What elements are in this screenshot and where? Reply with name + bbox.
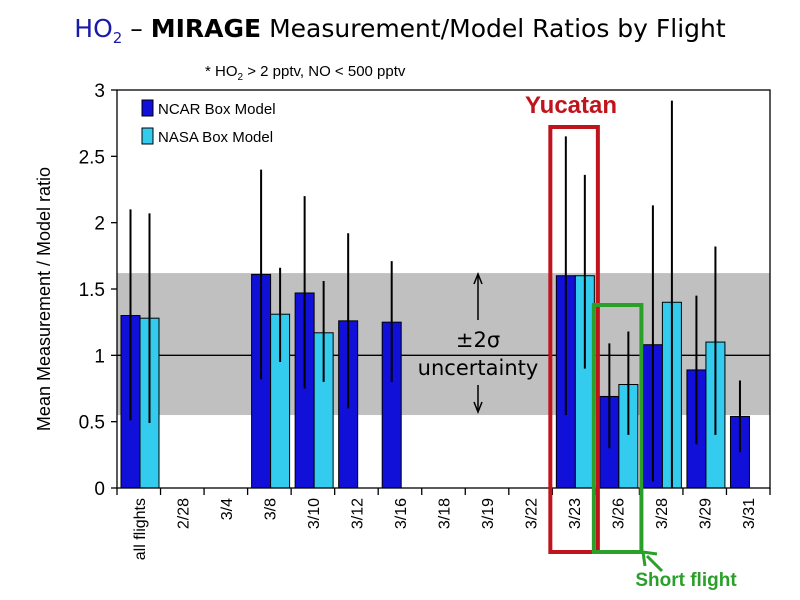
x-axis: all flights 2/28 3/4 3/8 3/10 3/12 3/16 3/18 3/1…	[116, 488, 771, 560]
short-flight-label: Short flight	[635, 570, 737, 591]
title-dash: –	[122, 14, 151, 43]
x-tick-label: 3/23	[567, 498, 584, 529]
x-tick-label: 3/29	[698, 498, 715, 529]
x-tick-label: 3/4	[219, 498, 236, 520]
subtitle-rest: > 2 pptv, NO < 500 pptv	[243, 63, 406, 80]
x-tick-label: 3/8	[262, 498, 279, 520]
subtitle-prefix: * HO	[205, 63, 238, 80]
error-bars-layer	[129, 100, 741, 488]
title-species: HO	[74, 14, 113, 43]
short-flight-arrowhead	[641, 550, 658, 567]
chart-title: HO2 – MIRAGE Measurement/Model Ratios by…	[0, 14, 800, 47]
y-axis-label: Mean Measurement / Model ratio	[34, 167, 54, 431]
y-tick-label: 2	[94, 214, 105, 235]
uncertainty-arrowhead-up	[473, 271, 483, 285]
x-tick-label: 3/19	[480, 498, 497, 529]
yucatan-box	[548, 125, 600, 554]
x-tick-label: 3/26	[611, 498, 628, 529]
x-tick-label: 3/28	[654, 498, 671, 529]
title-campaign: MIRAGE	[150, 14, 262, 43]
y-tick-label: 3	[94, 81, 105, 102]
legend-swatch-ncar	[141, 99, 154, 117]
short-flight-box	[591, 303, 644, 554]
bars-layer	[120, 273, 750, 489]
y-tick-label: 1.5	[79, 280, 105, 301]
annotations: ±2σ uncertainty Yucatan Short flight	[418, 92, 738, 591]
subtitle-sub: 2	[237, 72, 244, 83]
y-tick-label: 0	[94, 479, 105, 500]
x-tick-label: 3/16	[393, 498, 410, 529]
x-tick-label: 3/18	[437, 498, 454, 529]
legend-label-ncar: NCAR Box Model	[158, 101, 276, 118]
x-tick-label: 3/10	[306, 498, 323, 529]
chart-subtitle: * HO2 > 2 pptv, NO < 500 pptv	[205, 63, 405, 83]
yucatan-label: Yucatan	[525, 92, 617, 119]
x-tick-label: 3/12	[349, 498, 366, 529]
y-axis: 0 0.5 1 1.5 2 2.5 3	[79, 81, 117, 500]
legend: NCAR Box Model NASA Box Model	[141, 99, 276, 146]
short-flight-arrow	[645, 554, 664, 573]
x-tick-label: 3/31	[741, 498, 758, 529]
legend-label-nasa: NASA Box Model	[158, 129, 273, 146]
x-tick-label: 3/22	[524, 498, 541, 529]
y-tick-label: 0.5	[79, 413, 105, 434]
title-species-sub: 2	[112, 29, 123, 47]
legend-swatch-nasa	[141, 127, 154, 145]
uncertainty-label-line1: ±2σ	[456, 328, 500, 352]
uncertainty-arrowhead-down	[473, 401, 483, 415]
x-tick-label: 2/28	[175, 498, 192, 529]
y-tick-label: 1	[94, 346, 105, 367]
title-rest: Measurement/Model Ratios by Flight	[261, 14, 726, 43]
uncertainty-label-line2: uncertainty	[418, 356, 539, 380]
y-tick-label: 2.5	[79, 147, 105, 168]
x-tick-label: all flights	[132, 498, 149, 560]
